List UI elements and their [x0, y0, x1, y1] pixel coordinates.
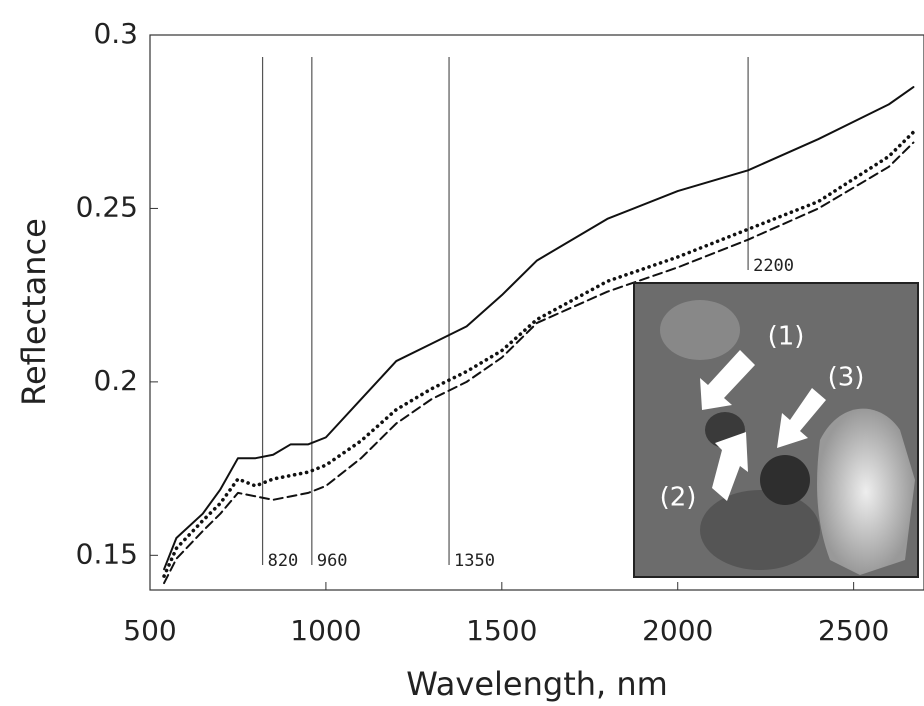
- photo-texture: [660, 300, 740, 360]
- y-tick-label: 0.25: [76, 190, 138, 223]
- photo-texture: [760, 455, 810, 505]
- inset-photo: (1) (2) (3): [633, 282, 919, 578]
- x-tick-label: 2000: [642, 614, 713, 647]
- y-tick-label: 0.2: [93, 364, 138, 397]
- inset-label: (2): [660, 483, 697, 513]
- x-axis-label: Wavelength, nm: [406, 665, 668, 703]
- x-tick-label: 1000: [290, 614, 361, 647]
- reference-label: 960: [317, 551, 348, 571]
- reference-label: 820: [268, 551, 299, 571]
- plot-area: 0.15 0.2 0.25 0.3 500 1000 1500 2000 2500 820 960 1…: [76, 17, 924, 647]
- x-tick-label: 500: [123, 614, 176, 647]
- photo-rock: [817, 408, 915, 575]
- reference-label: 2200: [753, 256, 794, 276]
- inset-label: (3): [828, 363, 865, 393]
- series-line: [163, 141, 915, 585]
- series-line: [162, 130, 916, 578]
- series-line: [163, 86, 915, 571]
- photo-texture: [700, 490, 820, 570]
- y-tick-label: 0.3: [93, 17, 138, 50]
- arrow: [712, 432, 748, 501]
- arrow: [700, 350, 755, 410]
- y-tick-label: 0.15: [76, 537, 138, 570]
- plot-frame: [149, 34, 924, 591]
- reference-label: 1350: [454, 551, 495, 571]
- arrow: [777, 388, 826, 448]
- x-tick-label: 2500: [818, 614, 889, 647]
- y-axis-label: Reflectance: [15, 218, 53, 406]
- inset-label: (1): [768, 322, 805, 352]
- x-tick-label: 1500: [466, 614, 537, 647]
